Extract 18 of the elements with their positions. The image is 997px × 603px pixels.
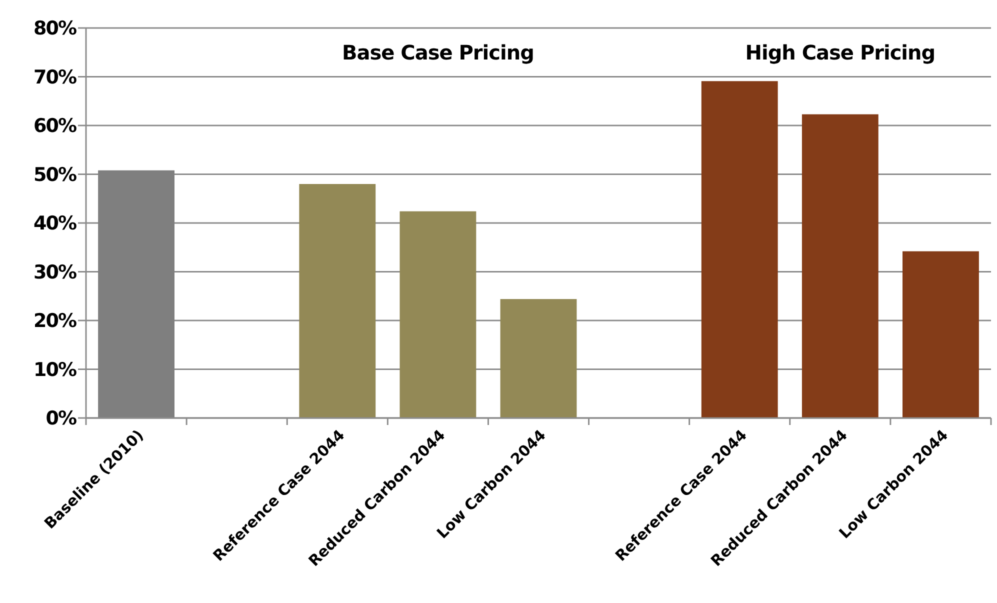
annotation: Base Case Pricing	[342, 40, 534, 64]
y-tick-label: 40%	[34, 212, 77, 235]
bar	[902, 251, 979, 418]
y-tick-label: 50%	[34, 164, 77, 186]
annotation: High Case Pricing	[745, 40, 936, 64]
bar	[701, 81, 778, 418]
y-tick-label: 60%	[34, 115, 77, 138]
y-tick-label: 0%	[46, 408, 77, 430]
y-tick-label: 80%	[34, 18, 77, 40]
bar	[500, 299, 577, 418]
bar	[802, 114, 878, 418]
y-tick-label: 70%	[34, 66, 77, 88]
y-tick-label: 10%	[34, 358, 77, 381]
bar	[400, 211, 476, 418]
bar	[98, 170, 174, 418]
y-tick-label: 30%	[34, 261, 77, 284]
bar	[299, 184, 376, 418]
y-tick-label: 20%	[34, 310, 77, 332]
